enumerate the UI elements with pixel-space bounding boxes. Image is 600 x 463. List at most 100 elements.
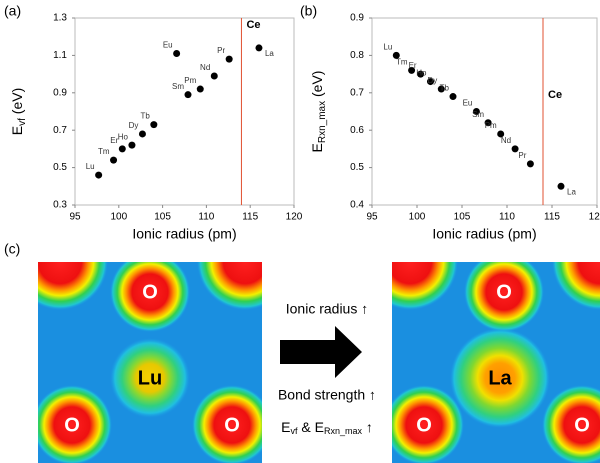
atom-label: O <box>496 281 512 303</box>
y-axis-label-part: Rxn_max <box>317 101 328 143</box>
atom-label: Lu <box>138 367 162 389</box>
x-tick-label: 95 <box>69 212 81 223</box>
atom-label: O <box>416 414 432 436</box>
atom-label: O <box>574 414 590 436</box>
x-tick-label: 115 <box>242 212 258 223</box>
point <box>128 141 136 149</box>
point <box>196 85 204 93</box>
y-tick-label: 1.1 <box>53 50 67 61</box>
point <box>110 156 118 164</box>
y-tick-label: 0.5 <box>53 162 67 173</box>
point-label: Nd <box>501 136 511 145</box>
point-label: Ho <box>118 132 129 141</box>
point-label: Pr <box>518 151 526 160</box>
density-map <box>392 262 600 463</box>
point <box>526 160 534 168</box>
caption-part: Rxn_max <box>324 426 363 436</box>
x-tick-label: 115 <box>544 212 560 223</box>
point <box>497 130 505 138</box>
y-axis-label-part: (eV) <box>309 71 325 101</box>
y-axis-label-part: E <box>9 126 25 135</box>
point <box>449 93 457 101</box>
x-tick-label: 95 <box>366 212 378 223</box>
point <box>173 50 181 58</box>
y-tick-label: 0.5 <box>350 162 364 173</box>
y-axis-label: ERxn_max (eV) <box>309 71 328 153</box>
atom-label: O <box>142 281 158 303</box>
atom-label: La <box>488 367 512 389</box>
y-axis-label-part: (eV) <box>9 88 25 118</box>
point <box>225 55 233 63</box>
point-label: Tm <box>98 147 110 156</box>
plot-frame <box>74 17 295 206</box>
point <box>437 85 445 93</box>
point <box>511 145 519 153</box>
x-tick-label: 100 <box>409 212 426 223</box>
point <box>472 108 480 115</box>
point <box>150 121 158 129</box>
atom-label: O <box>224 414 240 436</box>
point <box>138 130 146 138</box>
point <box>392 51 400 59</box>
point <box>417 70 425 78</box>
y-tick-label: 0.3 <box>53 200 67 211</box>
caption: Evf & ERxn_max ↑ <box>281 419 373 437</box>
point <box>255 44 263 52</box>
x-axis-label: Ionic radius (pm) <box>432 226 536 242</box>
point-label: Eu <box>163 41 173 50</box>
x-tick-label: 100 <box>110 212 127 223</box>
caption-part: E <box>281 419 290 435</box>
point-label: Eu <box>463 99 473 108</box>
arrow <box>280 326 362 378</box>
annotation: Ce <box>246 19 260 31</box>
y-axis-label: Evf (eV) <box>9 88 28 135</box>
point <box>184 91 192 99</box>
panel-label: (a) <box>4 3 21 19</box>
point <box>408 66 416 74</box>
point <box>427 78 434 86</box>
point-label: Pm <box>485 121 497 130</box>
point-label: Dy <box>428 76 438 85</box>
caption-part: ↑ <box>362 419 373 435</box>
point-label: La <box>265 49 274 58</box>
point-label: Pr <box>217 46 225 55</box>
point-label: La <box>567 187 576 196</box>
y-tick-label: 1.3 <box>53 13 67 24</box>
y-tick-label: 0.6 <box>350 125 364 136</box>
point-label: Ho <box>416 69 427 78</box>
point-label: Er <box>409 61 417 70</box>
y-tick-label: 0.9 <box>53 87 67 98</box>
panel-label: (b) <box>300 3 317 19</box>
point-label: Tm <box>396 57 408 66</box>
x-tick-label: 105 <box>154 212 171 223</box>
point <box>118 145 126 153</box>
point <box>557 182 565 190</box>
plot-frame <box>371 17 598 206</box>
point-label: Tb <box>140 112 150 121</box>
x-axis-label: Ionic radius (pm) <box>132 226 236 242</box>
x-tick-label: 110 <box>198 212 214 223</box>
y-tick-label: 0.9 <box>350 13 364 24</box>
point-label: Er <box>110 136 118 145</box>
point-label: Nd <box>200 63 210 72</box>
y-tick-label: 0.7 <box>350 87 364 98</box>
panel-label: (c) <box>4 241 20 257</box>
point-label: Lu <box>383 43 392 52</box>
point <box>210 72 218 80</box>
point-label: Sm <box>172 82 184 91</box>
point-label: Dy <box>129 121 139 130</box>
density-map <box>38 262 262 463</box>
point-label: Lu <box>86 162 95 171</box>
y-tick-label: 0.8 <box>350 50 364 61</box>
atom-label: O <box>64 414 80 436</box>
caption-part: & E <box>297 419 323 435</box>
caption: Bond strength ↑ <box>278 387 376 403</box>
point-label: Sm <box>472 110 484 119</box>
x-tick-label: 120 <box>589 212 600 223</box>
x-tick-label: 120 <box>286 212 303 223</box>
caption: Ionic radius ↑ <box>286 301 368 317</box>
y-tick-label: 0.7 <box>53 125 67 136</box>
annotation: Ce <box>548 89 562 101</box>
